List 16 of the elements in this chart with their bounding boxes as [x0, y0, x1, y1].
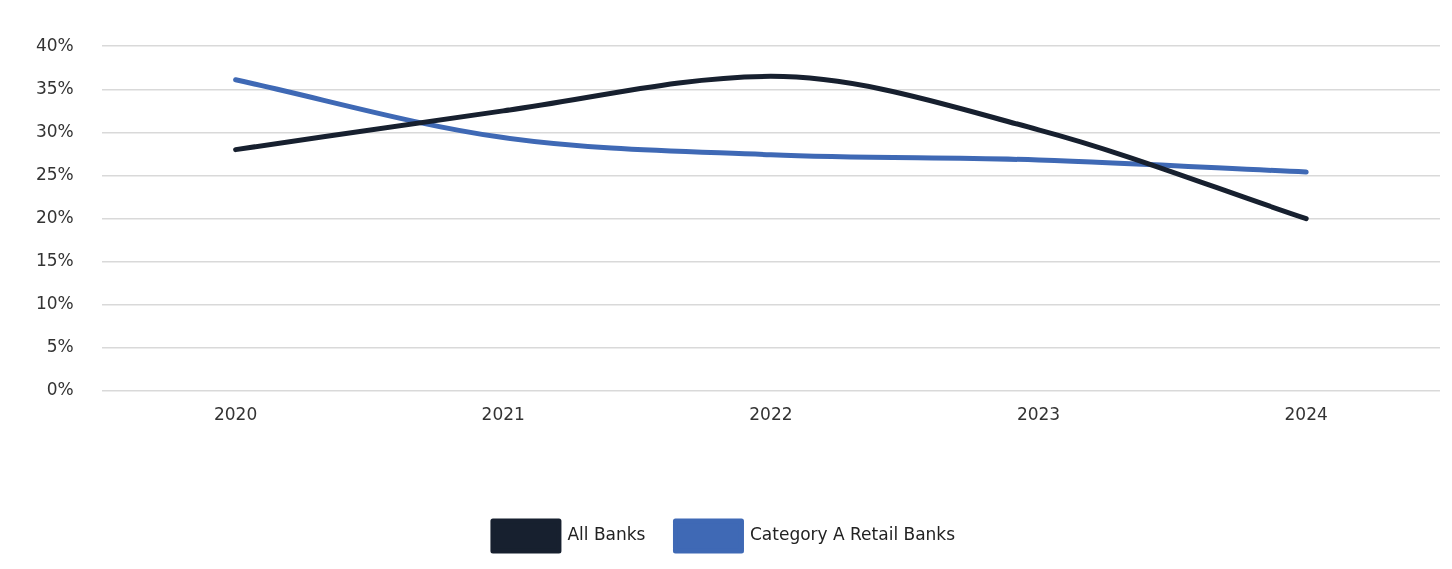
y-tick-label: 10% [35, 293, 74, 314]
legend-label: All Banks [567, 524, 646, 545]
y-tick-label: 5% [46, 336, 74, 357]
y-tick-label: 30% [35, 120, 74, 141]
legend-label: Category A Retail Banks [749, 524, 956, 545]
x-tick-label: 2023 [1016, 403, 1061, 424]
y-tick-label: 35% [35, 77, 74, 98]
y-tick-label: 25% [35, 163, 74, 184]
y-tick-label: 15% [35, 250, 74, 271]
y-tick-label: 20% [35, 207, 74, 228]
x-tick-label: 2021 [481, 403, 525, 424]
x-tick-label: 2022 [749, 403, 793, 424]
y-tick-label: 40% [35, 34, 74, 55]
x-tick-label: 2020 [213, 403, 258, 424]
y-tick-label: 0% [46, 379, 74, 400]
x-tick-label: 2024 [1284, 403, 1328, 424]
